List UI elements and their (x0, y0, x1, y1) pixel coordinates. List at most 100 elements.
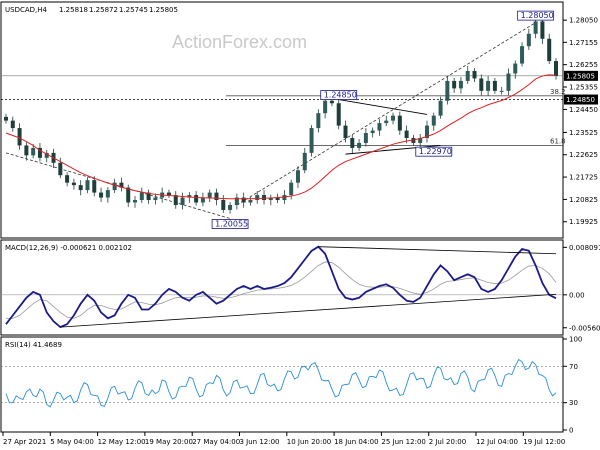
candle-body (255, 195, 260, 201)
price-ohlc-high: 1.25872 (89, 6, 118, 14)
rsi-ytick-label: 70 (569, 363, 578, 371)
candle-body (492, 80, 497, 91)
candle-body (513, 63, 518, 74)
candle-body (275, 197, 280, 201)
current-price-tag-label: 1.25805 (566, 72, 595, 80)
price-annotation-box (415, 146, 453, 157)
candle-body (302, 152, 307, 171)
watermark: ActionForex.com (172, 32, 307, 52)
macd-ytick-label: 0.00 (569, 291, 585, 299)
candle-body (363, 133, 368, 143)
xtick-label: 12 May 12:00 (98, 438, 146, 446)
candle-body (479, 78, 484, 91)
candle-body (173, 195, 178, 205)
price-ytick-label: 1.22625 (569, 151, 598, 159)
current-price-tag (564, 70, 598, 81)
rsi-ytick-label: 30 (569, 399, 578, 407)
candle-body (214, 192, 219, 201)
candle-body (377, 123, 382, 131)
candle-body (221, 200, 226, 210)
candle-body (316, 113, 321, 129)
candle-body (452, 80, 457, 89)
candle-body (262, 195, 267, 201)
candle-body (526, 33, 531, 47)
candle-body (200, 197, 205, 203)
candle-body (391, 115, 396, 121)
rsi-line (5, 358, 557, 408)
price-panel-title: USDCAD,H4 (5, 6, 48, 14)
price-annotation-box (211, 219, 249, 229)
xtick-label: 18 Jun 04:00 (334, 438, 378, 446)
price-ohlc-low: 1.25745 (119, 6, 148, 14)
candle-body (17, 128, 22, 146)
xtick-label: 27 May 04:00 (192, 438, 240, 446)
price-ytick-label: 1.28050 (569, 17, 598, 25)
candle-body (384, 120, 389, 124)
xtick-label: 2 Jul 20:00 (429, 438, 467, 446)
candle-body (241, 197, 246, 203)
candle-body (465, 70, 470, 81)
xtick-label: 12 Jul 04:00 (476, 438, 518, 446)
candle-body (10, 120, 15, 129)
candle-body (486, 80, 491, 91)
price-ytick-label: 1.26255 (569, 61, 598, 69)
candle-body (4, 116, 8, 121)
macd-ytick-label: -0.005608 (569, 324, 600, 332)
xtick-label: 19 May 20:00 (145, 438, 193, 446)
rsi-panel-title: RSI(14) 41.4689 (5, 341, 62, 349)
candle-body (44, 152, 49, 158)
price-ytick-label: 1.19925 (569, 218, 598, 226)
macd-line (5, 245, 557, 329)
candle-body (445, 80, 450, 101)
price-annotation-box (320, 90, 358, 100)
candle-body (65, 175, 70, 183)
fib-level-label: 38.2 (550, 88, 566, 96)
xtick-label: 27 Apr 2021 (3, 438, 46, 446)
candle-body (329, 100, 334, 104)
candle-body (404, 130, 409, 138)
price-ytick-label: 1.23525 (569, 129, 598, 137)
price-panel-frame (0, 1, 564, 239)
candle-body (370, 130, 375, 134)
candle-body (153, 197, 158, 201)
candle-body (112, 182, 117, 191)
candle-body (92, 180, 97, 193)
ema-line (5, 74, 557, 200)
macd-support-trendline (60, 293, 557, 328)
candle-body (99, 192, 104, 198)
price-annotation-label: 1.22970 (419, 147, 452, 156)
price-ohlc-open: 1.25818 (59, 6, 88, 14)
candle-body (187, 195, 192, 198)
fib-level-label: 61.8 (550, 137, 566, 145)
candle-body (357, 142, 362, 148)
macd-ytick-label: 0.008091 (569, 244, 600, 252)
candle-body (180, 197, 185, 205)
rsi-ytick-label: 0 (569, 427, 573, 435)
price-annotation-label: 1.28050 (521, 11, 554, 20)
candle-body (37, 147, 42, 158)
candle-body (78, 185, 83, 191)
candle-body (424, 125, 429, 138)
xtick-label: 25 Jun 12:00 (381, 438, 425, 446)
candle-body (499, 90, 504, 92)
candle-body (295, 170, 300, 183)
price-annotation-label: 1.20055 (215, 220, 248, 229)
candle-body (119, 182, 124, 188)
xtick-label: 3 Jun 12:00 (240, 438, 280, 446)
candle-body (234, 197, 239, 205)
price-annotation-label: 1.24850 (324, 91, 357, 100)
candle-body (458, 80, 463, 89)
triangle-upper-line (338, 99, 428, 115)
price-ytick-label: 1.20825 (569, 196, 598, 204)
candle-body (533, 21, 538, 34)
rsi-ytick-label: 100 (569, 336, 582, 344)
candle-body (228, 204, 233, 210)
candle-body (520, 46, 525, 64)
candle-body (58, 162, 63, 176)
candle-body (24, 145, 29, 156)
candle-body (71, 182, 76, 186)
candle-body (397, 115, 402, 131)
candle-body (554, 61, 558, 76)
candle-body (431, 115, 436, 126)
